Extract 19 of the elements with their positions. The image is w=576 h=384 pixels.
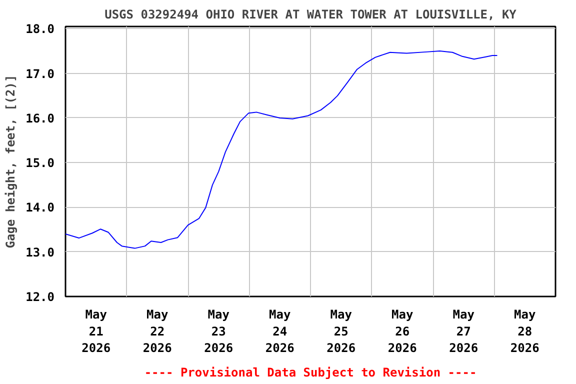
y-tick-label: 13.0 <box>26 245 55 260</box>
x-tick-label: May 25 2026 <box>326 308 356 356</box>
y-tick-label: 12.0 <box>26 290 55 304</box>
y-axis-title: Gage height, feet, [(2)] <box>4 74 18 248</box>
y-tick-label: 16.0 <box>26 111 55 126</box>
y-tick-label: 14.0 <box>26 200 55 215</box>
y-tick-label: 18.0 <box>26 22 55 36</box>
x-tick-label: May 28 2026 <box>510 308 540 356</box>
line-series <box>66 50 498 249</box>
text: ---- Provisional Data Subject to Revision ---- <box>144 366 477 380</box>
x-tick-label: May 22 2026 <box>142 308 172 356</box>
x-tick-label: May 27 2026 <box>449 308 478 356</box>
y-tick-label: 15.0 <box>26 156 55 170</box>
x-tick-label: May 23 2026 <box>204 308 234 356</box>
x-tick-label: May 24 2026 <box>265 308 294 356</box>
y-tick-label: 17.0 <box>26 66 55 81</box>
chart-title: USGS 03292494 OHIO RIVER AT WATER TOWER AT LOUISVILLE, KY <box>104 8 518 22</box>
x-tick-label: May 21 2026 <box>82 308 111 356</box>
x-tick-label: May 26 2026 <box>388 308 417 356</box>
